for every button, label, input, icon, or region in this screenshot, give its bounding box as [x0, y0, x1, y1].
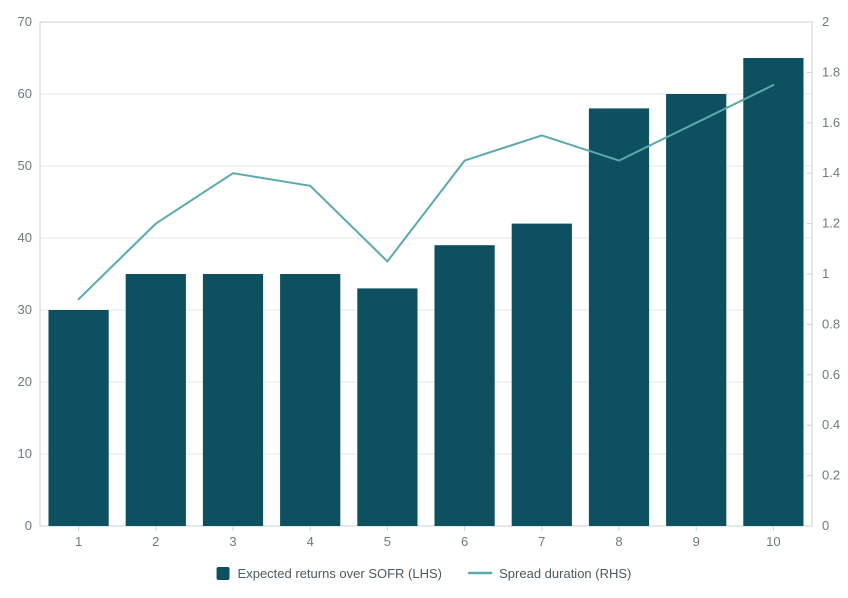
left-axis-tick: 20 [18, 374, 32, 389]
x-axis-tick: 10 [766, 534, 780, 549]
right-axis-tick: 0 [822, 518, 829, 533]
bar [357, 288, 417, 526]
x-axis-tick: 7 [538, 534, 545, 549]
x-axis-tick: 4 [307, 534, 314, 549]
right-axis-tick: 1.8 [822, 64, 840, 79]
right-axis-tick: 1.4 [822, 165, 840, 180]
right-axis-tick: 1 [822, 266, 829, 281]
left-axis-tick: 40 [18, 230, 32, 245]
bar [512, 224, 572, 526]
revenue-chart: 0 10 20 30 40 50 60 70 0 0.2 0.4 0.6 0.8 1 1.2 1.4 1.6 1.… [0, 0, 848, 598]
bar [126, 274, 186, 526]
bar [48, 310, 108, 526]
bar [434, 245, 494, 526]
right-axis-tick: 2 [822, 14, 829, 29]
bar [203, 274, 263, 526]
x-axis-tick: 1 [75, 534, 82, 549]
right-axis-tick: 1.6 [822, 115, 840, 130]
bar [666, 94, 726, 526]
left-axis-tick: 0 [25, 518, 32, 533]
bar [280, 274, 340, 526]
legend-label-line: Spread duration (RHS) [499, 566, 631, 581]
chart-svg: 0 10 20 30 40 50 60 70 0 0.2 0.4 0.6 0.8 1 1.2 1.4 1.6 1.… [0, 0, 848, 598]
left-axis-tick: 70 [18, 14, 32, 29]
x-axis-tick: 3 [229, 534, 236, 549]
left-axis-tick: 30 [18, 302, 32, 317]
legend-swatch-bar [217, 567, 230, 580]
left-axis-tick: 60 [18, 86, 32, 101]
bar [743, 58, 803, 526]
x-axis-tick: 5 [384, 534, 391, 549]
bar [589, 108, 649, 526]
right-axis-tick: 0.4 [822, 417, 840, 432]
right-axis-tick: 0.2 [822, 468, 840, 483]
right-axis-tick: 0.8 [822, 316, 840, 331]
legend-label-bar: Expected returns over SOFR (LHS) [238, 566, 442, 581]
x-axis-tick: 8 [615, 534, 622, 549]
x-axis-tick: 9 [693, 534, 700, 549]
right-axis-tick: 0.6 [822, 367, 840, 382]
x-axis-tick: 6 [461, 534, 468, 549]
x-axis-tick: 2 [152, 534, 159, 549]
right-axis-tick: 1.2 [822, 216, 840, 231]
left-axis-tick: 10 [18, 446, 32, 461]
left-axis-tick: 50 [18, 158, 32, 173]
